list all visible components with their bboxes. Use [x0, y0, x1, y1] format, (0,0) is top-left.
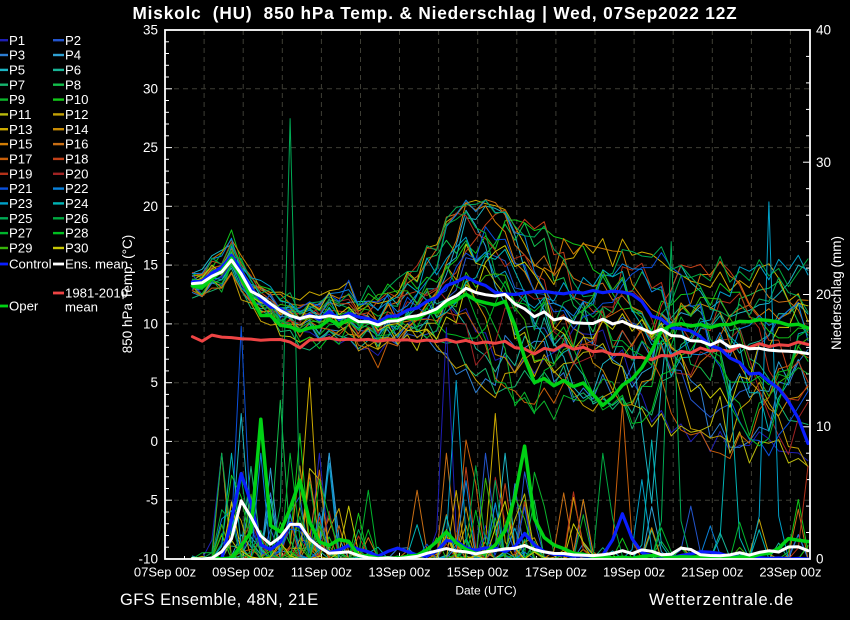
svg-text:P4: P4: [65, 48, 81, 63]
svg-text:P24: P24: [65, 196, 88, 211]
svg-text:1981-2010: 1981-2010: [65, 286, 128, 301]
svg-text:P8: P8: [65, 77, 81, 92]
svg-text:P18: P18: [65, 152, 88, 167]
svg-text:P5: P5: [9, 63, 25, 78]
svg-text:Date (UTC): Date (UTC): [455, 584, 516, 598]
svg-text:Wetterzentrale.de: Wetterzentrale.de: [649, 591, 794, 609]
svg-text:30: 30: [143, 81, 158, 96]
svg-text:P1: P1: [9, 33, 25, 48]
svg-text:30: 30: [816, 155, 831, 170]
svg-text:Ens. mean: Ens. mean: [65, 257, 128, 272]
svg-text:P11: P11: [9, 107, 32, 122]
svg-text:35: 35: [143, 23, 158, 38]
svg-text:GFS Ensemble, 48N, 21E: GFS Ensemble, 48N, 21E: [120, 591, 319, 609]
svg-text:P25: P25: [9, 211, 32, 226]
svg-text:07Sep 00z: 07Sep 00z: [134, 565, 196, 580]
svg-text:P15: P15: [9, 137, 32, 152]
svg-text:20: 20: [816, 287, 831, 302]
svg-text:0: 0: [150, 434, 158, 449]
svg-text:P22: P22: [65, 181, 88, 196]
svg-text:P7: P7: [9, 77, 25, 92]
svg-text:P14: P14: [65, 122, 88, 137]
svg-text:25: 25: [143, 140, 158, 155]
svg-text:P13: P13: [9, 122, 32, 137]
svg-text:P20: P20: [65, 166, 88, 181]
svg-text:Niederschlag (mm): Niederschlag (mm): [829, 236, 844, 350]
svg-text:5: 5: [150, 375, 158, 390]
svg-text:P30: P30: [65, 241, 88, 256]
svg-text:09Sep 00z: 09Sep 00z: [212, 565, 274, 580]
svg-text:P27: P27: [9, 226, 32, 241]
svg-text:P6: P6: [65, 63, 81, 78]
svg-text:P23: P23: [9, 196, 32, 211]
svg-text:17Sep 00z: 17Sep 00z: [525, 565, 587, 580]
svg-text:P17: P17: [9, 152, 32, 167]
svg-text:23Sep 00z: 23Sep 00z: [759, 565, 821, 580]
svg-text:P29: P29: [9, 241, 32, 256]
svg-text:850 hPa Temp. (°C): 850 hPa Temp. (°C): [120, 235, 135, 353]
svg-text:P2: P2: [65, 33, 81, 48]
svg-text:P26: P26: [65, 211, 88, 226]
svg-text:Control: Control: [9, 257, 52, 272]
svg-text:P19: P19: [9, 166, 32, 181]
svg-text:11Sep 00z: 11Sep 00z: [291, 565, 352, 580]
svg-text:19Sep 00z: 19Sep 00z: [603, 565, 665, 580]
svg-text:mean: mean: [65, 300, 98, 315]
svg-text:10: 10: [143, 316, 158, 331]
svg-text:-10: -10: [138, 552, 158, 567]
svg-text:13Sep 00z: 13Sep 00z: [368, 565, 430, 580]
svg-text:P16: P16: [65, 137, 88, 152]
svg-text:20: 20: [143, 199, 158, 214]
svg-text:P9: P9: [9, 92, 25, 107]
svg-text:P3: P3: [9, 48, 25, 63]
svg-text:0: 0: [816, 552, 824, 567]
svg-text:P28: P28: [65, 226, 88, 241]
svg-text:P10: P10: [65, 92, 88, 107]
svg-text:40: 40: [816, 23, 831, 38]
svg-text:P21: P21: [9, 181, 32, 196]
svg-text:Miskolc (HU) 850 hPa Temp. &: Miskolc (HU) 850 hPa Temp. & Niederschla…: [133, 3, 738, 23]
svg-text:10: 10: [816, 419, 831, 434]
svg-text:Oper: Oper: [9, 299, 39, 314]
svg-text:15: 15: [143, 258, 158, 273]
svg-text:P12: P12: [65, 107, 88, 122]
svg-text:-5: -5: [146, 493, 158, 508]
svg-text:15Sep 00z: 15Sep 00z: [447, 565, 509, 580]
svg-text:21Sep 00z: 21Sep 00z: [681, 565, 743, 580]
